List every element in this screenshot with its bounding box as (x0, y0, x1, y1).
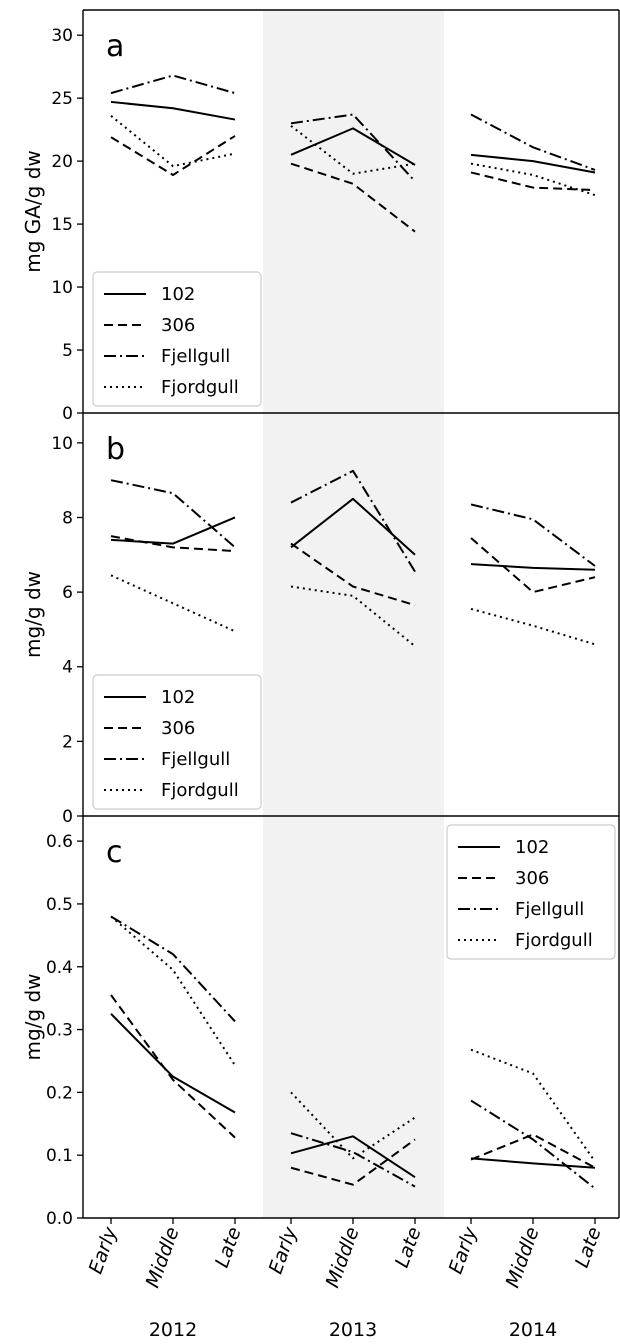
series-line-306-2013 (290, 542, 416, 607)
legend-label: Fjellgull (161, 749, 230, 770)
series-line-fjordgull-2012 (110, 115, 236, 168)
legend: 102 306 Fjellgull Fjordgull (92, 674, 262, 810)
y-tick-label: 0 (62, 807, 73, 827)
panel-letter: c (106, 835, 123, 870)
year-label: 2014 (509, 1319, 557, 1341)
series-line-fjordgull-2014 (470, 1048, 596, 1163)
series-line-102-2013 (290, 127, 416, 166)
legend-label: 102 (161, 687, 195, 708)
year-label: 2012 (149, 1319, 197, 1341)
legend-label: 102 (515, 837, 549, 858)
series-line-fjellgull-2012 (110, 479, 236, 549)
series-line-fjordgull-2012 (110, 915, 236, 1066)
y-tick-label: 5 (62, 341, 73, 361)
legend: 102 306 Fjellgull Fjordgull (92, 271, 262, 407)
y-axis-label: mg GA/g dw (21, 150, 45, 273)
series-line-102-2012 (110, 516, 236, 545)
series-line-fjellgull-2014 (470, 113, 596, 171)
series-line-306-2014 (470, 171, 596, 192)
y-tick-label: 0 (62, 404, 73, 424)
series-line-102-2014 (470, 1157, 596, 1169)
legend-label: Fjellgull (161, 346, 230, 367)
y-tick-label: 6 (62, 583, 73, 603)
x-tick-label: Middle (502, 1224, 544, 1291)
y-tick-label: 0.4 (46, 958, 73, 978)
series-line-fjellgull-2014 (470, 503, 596, 567)
y-axis-label: mg/g dw (21, 973, 45, 1060)
series-line-fjellgull-2012 (110, 74, 236, 95)
series-line-102-2013 (290, 1135, 416, 1179)
panel-letter: b (106, 432, 125, 467)
y-tick-label: 25 (51, 89, 73, 109)
legend-label: 102 (161, 284, 195, 305)
panel-letter: a (106, 29, 124, 64)
x-axis: Early Middle Late 2012 Early Middle Late 2013 Ea… (85, 1218, 606, 1341)
series-line-102-2012 (110, 100, 236, 121)
legend-label: Fjordgull (515, 930, 593, 951)
y-tick-label: 0.5 (46, 895, 73, 915)
series-line-102-2012 (110, 1013, 236, 1114)
x-tick-label: Late (391, 1224, 426, 1270)
y-axis-label: mg/g dw (21, 571, 45, 658)
y-tick-label: 20 (51, 152, 73, 172)
series-line-fjordgull-2013 (290, 1091, 416, 1160)
y-tick-label: 10 (51, 434, 73, 454)
x-tick-label: Early (445, 1223, 482, 1276)
y-tick-label: 0.6 (46, 832, 73, 852)
series-line-fjellgull-2014 (470, 1099, 596, 1190)
series-line-fjellgull-2013 (290, 1132, 416, 1188)
series-line-306-2012 (110, 535, 236, 553)
y-tick-label: 0.3 (46, 1021, 73, 1041)
series-line-fjellgull-2013 (290, 469, 416, 573)
x-tick-label: Early (85, 1223, 122, 1276)
x-tick-label: Late (571, 1224, 606, 1270)
y-tick-label: 0.1 (46, 1146, 73, 1166)
series-line-fjordgull-2012 (110, 574, 236, 633)
legend-label: Fjordgull (161, 780, 239, 801)
series-line-306-2013 (290, 162, 416, 233)
legend-label: 306 (161, 718, 195, 739)
shaded-year-band (263, 10, 444, 1218)
panel-c: 0.0 0.1 0.2 0.3 0.4 0.5 0.6 mg/g dw c 102 306 Fjell… (21, 816, 620, 1229)
x-tick-label: Middle (142, 1224, 184, 1291)
y-tick-label: 0.0 (46, 1209, 73, 1229)
legend: 102 306 Fjellgull Fjordgull (446, 824, 616, 960)
y-tick-label: 15 (51, 215, 73, 235)
y-tick-label: 2 (62, 732, 73, 752)
series-line-306-2014 (470, 1133, 596, 1169)
series-line-102-2014 (470, 153, 596, 174)
year-label: 2013 (329, 1319, 377, 1341)
panel-b: 0 2 4 6 8 10 mg/g dw b 102 306 Fjellgull Fjordgull (21, 413, 620, 827)
legend-box (92, 674, 262, 810)
panel-a: 0 5 10 15 20 25 30 mg GA/g dw a 102 306 Fjellgull Fj… (21, 9, 620, 424)
legend-box (92, 271, 262, 407)
y-tick-label: 0.2 (46, 1083, 73, 1103)
series-line-fjordgull-2013 (290, 125, 416, 175)
x-tick-label: Late (211, 1224, 246, 1270)
series-line-102-2014 (470, 563, 596, 571)
series-line-306-2012 (110, 135, 236, 176)
series-line-306-2012 (110, 994, 236, 1139)
x-tick-label: Early (265, 1223, 302, 1276)
series-line-fjellgull-2012 (110, 915, 236, 1023)
y-tick-label: 8 (62, 508, 73, 528)
x-tick-label: Middle (322, 1224, 364, 1291)
legend-label: Fjellgull (515, 899, 584, 920)
legend-label: 306 (161, 315, 195, 336)
y-tick-label: 30 (51, 26, 73, 46)
legend-label: 306 (515, 868, 549, 889)
legend-box (446, 824, 616, 960)
y-tick-label: 4 (62, 658, 73, 678)
series-line-fjordgull-2013 (290, 585, 416, 647)
series-line-102-2013 (290, 497, 416, 556)
y-tick-label: 10 (51, 278, 73, 298)
series-line-fjordgull-2014 (470, 607, 596, 646)
series-line-306-2013 (290, 1138, 416, 1186)
legend-label: Fjordgull (161, 377, 239, 398)
